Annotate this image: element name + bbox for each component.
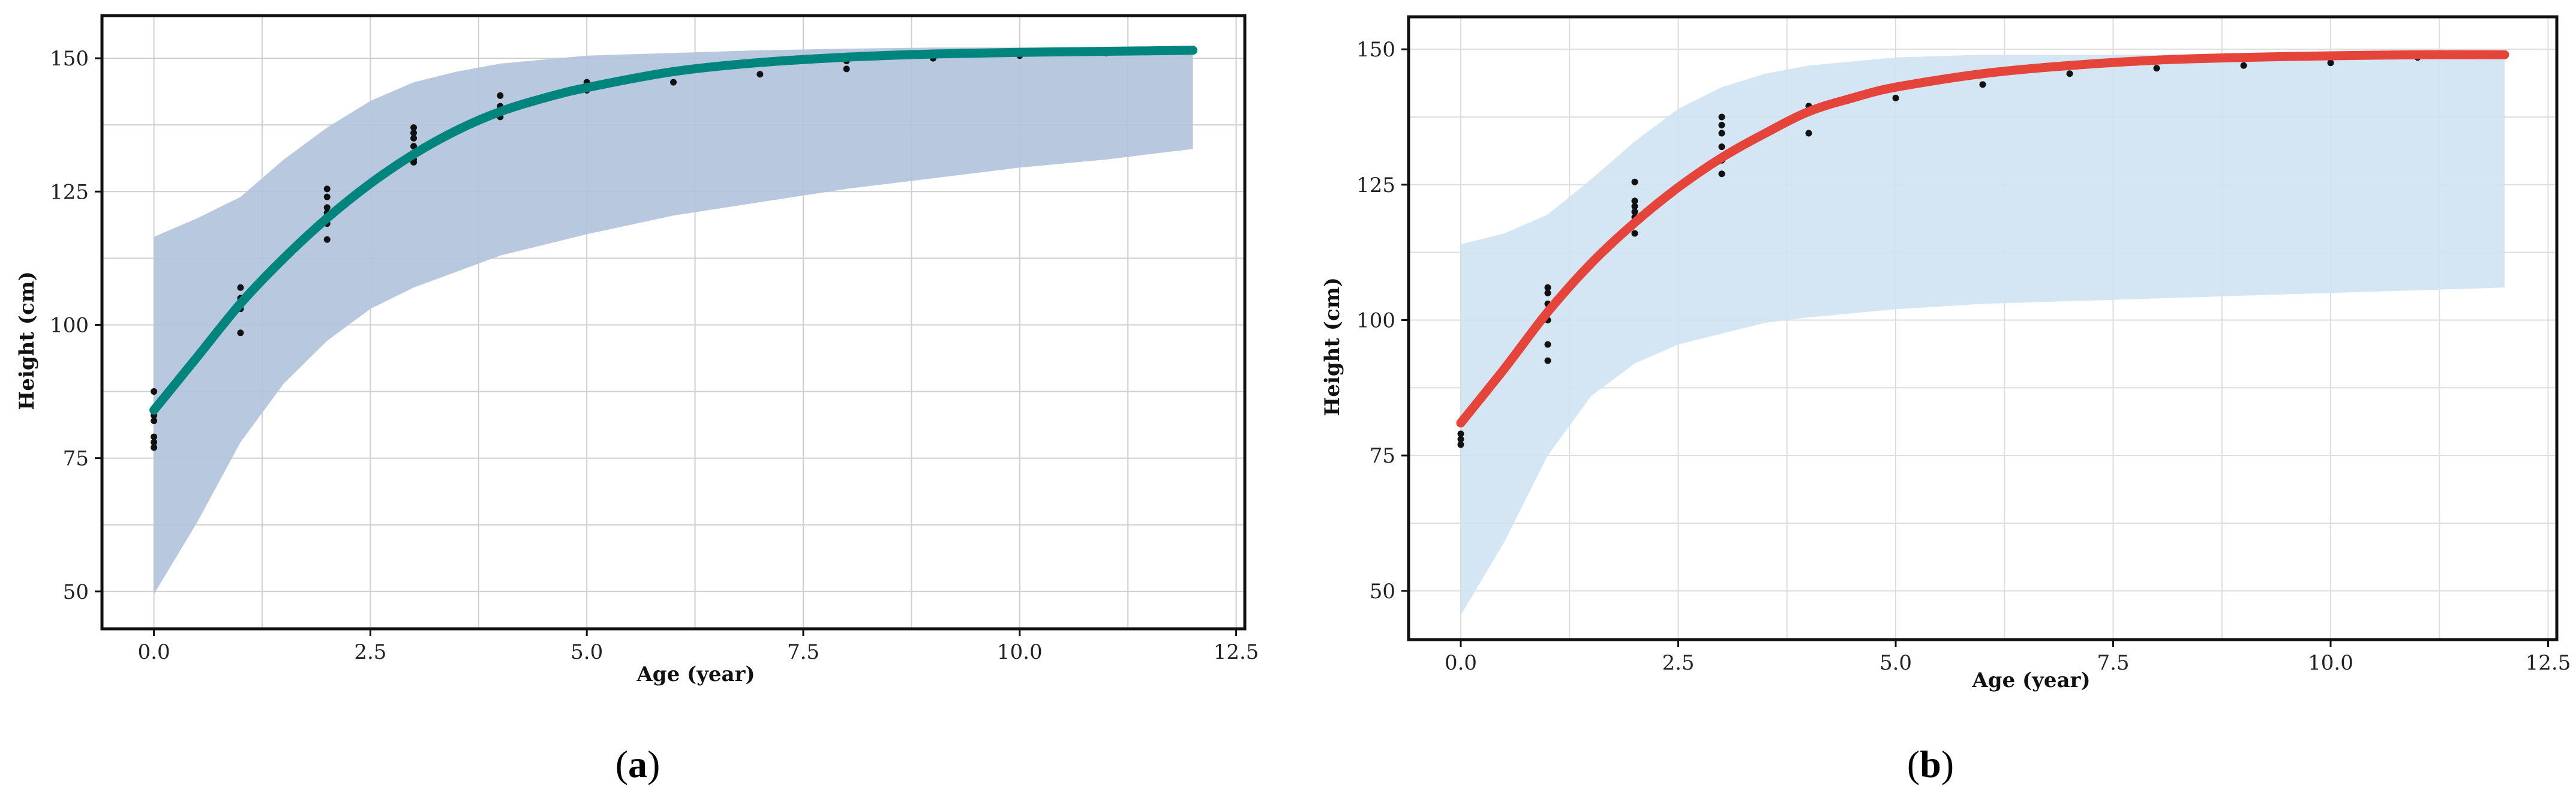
data-point (151, 388, 158, 395)
data-point (670, 79, 677, 86)
fitted-growth-curve (1456, 50, 2509, 428)
data-point (497, 92, 504, 99)
y-axis-title: Height (cm) (1320, 277, 1344, 416)
x-tick-label: 2.5 (354, 640, 386, 664)
x-tick-label: 5.0 (1880, 651, 1912, 675)
data-point (1892, 94, 1899, 101)
x-axis-title: Age (year) (636, 662, 755, 686)
data-point (151, 439, 158, 446)
x-tick-label: 0.0 (1445, 651, 1477, 675)
panel-label-a: (a) (616, 743, 660, 785)
chart-panel-a: 0.0 2.5 5.0 7.5 10.0 12.5 50 75 100 125 150 Age (… (15, 14, 1259, 785)
data-point (1544, 341, 1551, 348)
y-tick-label: 100 (50, 313, 89, 337)
y-tick-label: 150 (1356, 38, 1395, 62)
panel-letter-b: b (1920, 743, 1941, 785)
plot-frame (100, 14, 1247, 631)
data-point (1979, 81, 1986, 88)
data-point (1457, 436, 1464, 443)
data-point (1457, 441, 1464, 448)
chart-panel-b: 0.0 2.5 5.0 7.5 10.0 12.5 50 75 100 125 150 Age (… (1320, 15, 2571, 785)
y-tick-label: 75 (63, 447, 89, 471)
data-point (1544, 357, 1551, 364)
y-tick-label: 150 (50, 47, 89, 71)
x-axis-title: Age (year) (1971, 668, 2090, 692)
x-tick-label: 10.0 (2308, 651, 2353, 675)
x-tick-label: 12.5 (2526, 651, 2571, 675)
data-point (1718, 143, 1725, 151)
y-tick-label: 50 (63, 580, 89, 604)
data-point (756, 71, 764, 78)
data-point (1631, 178, 1638, 185)
data-point (1631, 203, 1638, 210)
x-tick-labels: 0.0 2.5 5.0 7.5 10.0 12.5 (138, 629, 1259, 664)
data-point (1718, 113, 1725, 121)
data-point (151, 444, 158, 451)
data-point (151, 417, 158, 424)
y-tick-labels: 50 75 100 125 150 (1356, 38, 1409, 604)
data-point (410, 134, 418, 142)
x-tick-label: 7.5 (2097, 651, 2129, 675)
x-tick-label: 12.5 (1214, 640, 1259, 664)
data-point (1457, 430, 1464, 437)
panel-letter-a: a (628, 743, 647, 785)
y-axis-title: Height (cm) (15, 271, 39, 410)
data-point (323, 236, 331, 243)
data-point (410, 124, 418, 131)
confidence-band (1461, 55, 2505, 616)
data-point (1631, 230, 1638, 237)
data-point (1718, 122, 1725, 129)
panel-label-b: (b) (1907, 743, 1954, 785)
data-point (1718, 170, 1725, 178)
data-point (1544, 289, 1551, 296)
x-tick-labels: 0.0 2.5 5.0 7.5 10.0 12.5 (1445, 640, 2571, 675)
data-point (2327, 59, 2334, 67)
data-point (237, 284, 244, 291)
confidence-band (154, 47, 1193, 595)
y-tick-label: 100 (1356, 308, 1395, 332)
data-point (410, 143, 418, 150)
data-point (323, 185, 331, 193)
plot-frame (1407, 15, 2559, 641)
data-point (410, 158, 418, 166)
y-tick-label: 125 (50, 180, 89, 204)
data-point (2153, 65, 2160, 72)
x-tick-label: 0.0 (138, 640, 170, 664)
y-tick-label: 125 (1356, 173, 1395, 197)
x-tick-label: 2.5 (1662, 651, 1694, 675)
data-point (843, 65, 850, 73)
data-point (237, 329, 244, 337)
data-point (1631, 208, 1638, 215)
data-point (1718, 130, 1725, 137)
x-tick-label: 10.0 (997, 640, 1043, 664)
data-point (1631, 197, 1638, 205)
data-point (323, 193, 331, 200)
data-point (410, 130, 418, 137)
y-tick-label: 75 (1370, 444, 1395, 468)
data-point (2066, 70, 2073, 77)
y-tick-label: 50 (1370, 580, 1395, 604)
data-point (2240, 62, 2247, 69)
x-tick-label: 7.5 (787, 640, 819, 664)
data-point (323, 204, 331, 211)
data-point (1805, 130, 1812, 137)
data-point (1544, 284, 1551, 291)
y-tick-labels: 50 75 100 125 150 (50, 47, 102, 604)
data-point (151, 433, 158, 440)
fitted-growth-curve (149, 46, 1197, 415)
x-tick-label: 5.0 (571, 640, 603, 664)
